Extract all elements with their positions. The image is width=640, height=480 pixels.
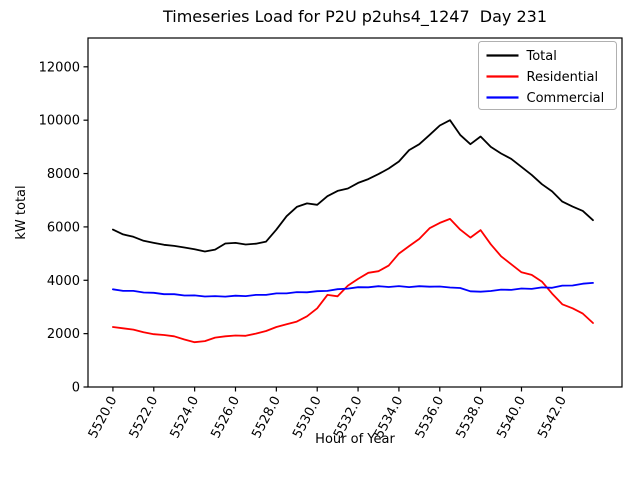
x-axis-label: Hour of Year — [315, 432, 395, 447]
x-tick-label: 5522.0 — [127, 394, 162, 441]
plot-border — [87, 37, 623, 388]
y-axis-ticks: 0 2000 4000 6000 8000 10000 12000 — [39, 60, 88, 396]
x-tick-label: 5542.0 — [535, 394, 570, 441]
legend-label: Residential — [527, 70, 599, 85]
legend: Total Residential Commercial — [478, 41, 617, 110]
y-tick-label: 6000 — [47, 220, 80, 235]
x-tick-label: 5540.0 — [494, 394, 529, 441]
legend-entry-residential: Residential — [486, 70, 599, 85]
series-line-total — [112, 119, 594, 253]
chart-title: Timeseries Load for P2U p2uhs4_1247 Day … — [162, 7, 547, 27]
y-tick-label: 0 — [72, 381, 80, 396]
series-line-commercial — [112, 281, 594, 298]
y-tick-label: 8000 — [47, 167, 80, 182]
y-tick-label: 10000 — [39, 114, 80, 129]
y-tick-label: 12000 — [39, 60, 80, 75]
x-tick-label: 5528.0 — [249, 394, 284, 441]
y-tick-label: 4000 — [47, 274, 80, 289]
x-tick-label: 5524.0 — [168, 394, 203, 441]
x-tick-label: 5526.0 — [208, 394, 243, 441]
series-line-residential — [112, 217, 594, 344]
x-tick-label: 5538.0 — [454, 394, 489, 441]
legend-entry-total: Total — [486, 49, 557, 64]
y-axis-label: kW total — [14, 185, 29, 239]
legend-box — [478, 41, 617, 110]
legend-label: Total — [526, 49, 557, 64]
legend-label: Commercial — [527, 91, 605, 106]
x-tick-label: 5536.0 — [413, 394, 448, 441]
legend-entry-commercial: Commercial — [486, 91, 605, 106]
x-tick-label: 5520.0 — [86, 394, 121, 441]
y-tick-label: 2000 — [47, 327, 80, 342]
